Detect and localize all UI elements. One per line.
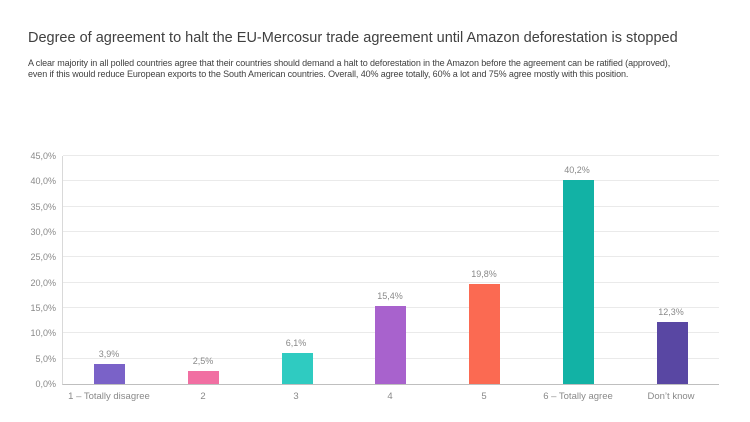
x-axis-category-label: Don’t know — [647, 391, 695, 402]
chart-subtitle-line-1: A clear majority in all polled countries… — [28, 58, 671, 68]
gridline-35 — [63, 205, 719, 207]
y-axis-tick-label: 45,0% — [30, 151, 56, 161]
y-axis-tick-label: 35,0% — [30, 201, 56, 212]
y-axis-tick-label: 15,0% — [30, 303, 56, 313]
gridline-30 — [63, 231, 719, 232]
x-axis-category-label: 3 — [293, 391, 299, 402]
y-axis-tick-label: 10,0% — [30, 328, 56, 339]
chart-subtitle-line-2: even if this would reduce European expor… — [28, 69, 629, 79]
gridline-45 — [63, 155, 719, 156]
bar-value-label: 15,4% — [377, 291, 403, 301]
bar-value-label: 40,2% — [564, 165, 590, 175]
x-axis-category-label: 1 – Totally disagree — [68, 391, 150, 402]
chart-title: Degree of agreement to halt the EU-Merco… — [28, 30, 678, 46]
bar-4 — [375, 306, 406, 384]
gridline-20 — [63, 281, 719, 283]
bar-5 — [469, 284, 500, 384]
bar-chart-plot-area — [62, 155, 719, 385]
bar-value-label: 3,9% — [98, 349, 120, 359]
y-axis-tick-label: 20,0% — [30, 277, 56, 288]
bar-1 — [94, 364, 125, 384]
bar-2 — [188, 371, 219, 384]
gridline-25 — [63, 256, 719, 258]
chart-subtitle: A clear majority in all polled countries… — [28, 58, 743, 80]
y-axis-tick-label: 30,0% — [30, 227, 56, 237]
y-axis-tick-label: 25,0% — [30, 252, 56, 263]
bar-value-label: 12,3% — [658, 307, 684, 317]
bar-value-label: 19,8% — [471, 269, 497, 279]
y-axis-tick-label: 5,0% — [35, 353, 56, 364]
bar-3 — [282, 353, 313, 384]
x-axis-category-label: 5 — [481, 391, 487, 402]
x-axis-category-label: 4 — [387, 391, 393, 402]
bar-value-label: 2,5% — [192, 356, 214, 366]
bar-7 — [657, 322, 688, 384]
y-axis-tick-label: 0,0% — [35, 379, 56, 389]
bar-6 — [563, 180, 594, 384]
x-axis-category-label: 6 – Totally agree — [543, 391, 613, 402]
bar-value-label: 6,1% — [285, 338, 307, 348]
x-axis-category-label: 2 — [200, 391, 206, 402]
gridline-40 — [63, 180, 719, 182]
y-axis-tick-label: 40,0% — [30, 176, 56, 187]
